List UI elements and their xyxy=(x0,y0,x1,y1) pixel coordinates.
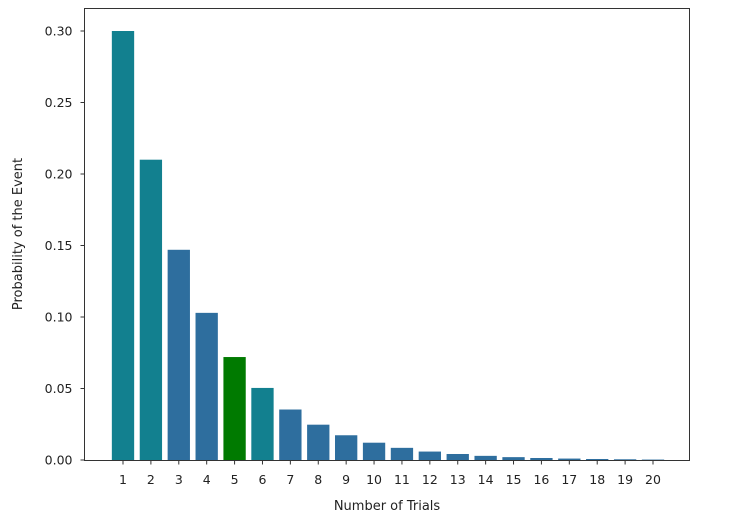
x-tick-label: 15 xyxy=(506,472,522,487)
x-tick-label: 20 xyxy=(645,472,661,487)
x-tick-label: 10 xyxy=(366,472,382,487)
x-axis: 1 2 3 4 5 6 7 8 9 10 11 12 13 14 15 16 17 18 19 20 xyxy=(119,460,661,487)
bar-11 xyxy=(390,447,414,460)
bar-13 xyxy=(446,453,469,460)
x-tick-label: 11 xyxy=(394,472,410,487)
x-tick-label: 12 xyxy=(422,472,438,487)
plot-frame xyxy=(84,8,690,461)
x-tick-label: 6 xyxy=(258,472,266,487)
bar-6 xyxy=(251,387,274,460)
y-tick-label: 0.10 xyxy=(45,310,73,325)
x-tick-label: 14 xyxy=(478,472,494,487)
y-tick-label: 0.30 xyxy=(45,24,73,39)
bar-18 xyxy=(586,458,609,460)
bar-8 xyxy=(307,424,330,460)
bar-16 xyxy=(530,457,553,460)
y-tick-label: 0.15 xyxy=(45,238,73,253)
y-axis-label: Probability of the Event xyxy=(11,158,26,310)
bar-2 xyxy=(139,159,163,460)
x-tick-label: 1 xyxy=(119,472,127,487)
bar-12 xyxy=(418,451,441,460)
bar-3 xyxy=(167,249,190,460)
bar-9 xyxy=(335,435,358,460)
bars-group xyxy=(111,31,665,461)
x-tick-label: 18 xyxy=(589,472,605,487)
x-tick-label: 2 xyxy=(147,472,155,487)
y-axis: 0.00 0.05 0.10 0.15 0.20 0.25 0.30 xyxy=(45,24,85,468)
bar-7 xyxy=(279,409,302,460)
x-tick-label: 4 xyxy=(203,472,211,487)
x-tick-label: 8 xyxy=(314,472,322,487)
x-tick-label: 5 xyxy=(231,472,239,487)
x-tick-label: 13 xyxy=(450,472,466,487)
bar-4 xyxy=(195,312,218,460)
bar-20 xyxy=(641,459,665,461)
y-tick-label: 0.00 xyxy=(45,453,73,468)
y-tick-label: 0.05 xyxy=(45,381,73,396)
bar-1 xyxy=(111,31,135,460)
x-tick-label: 16 xyxy=(533,472,549,487)
bar-19 xyxy=(613,459,637,460)
x-axis-label: Number of Trials xyxy=(334,499,441,514)
bar-14 xyxy=(474,455,497,460)
x-tick-label: 7 xyxy=(286,472,294,487)
bar-10 xyxy=(362,442,386,460)
y-tick-label: 0.25 xyxy=(45,95,73,110)
bar-5 xyxy=(223,357,246,460)
x-tick-label: 19 xyxy=(617,472,633,487)
x-tick-label: 9 xyxy=(342,472,350,487)
y-tick-label: 0.20 xyxy=(45,167,73,182)
x-tick-label: 3 xyxy=(175,472,183,487)
bar-15 xyxy=(502,457,525,460)
bar-17 xyxy=(558,458,581,460)
x-tick-label: 17 xyxy=(561,472,577,487)
